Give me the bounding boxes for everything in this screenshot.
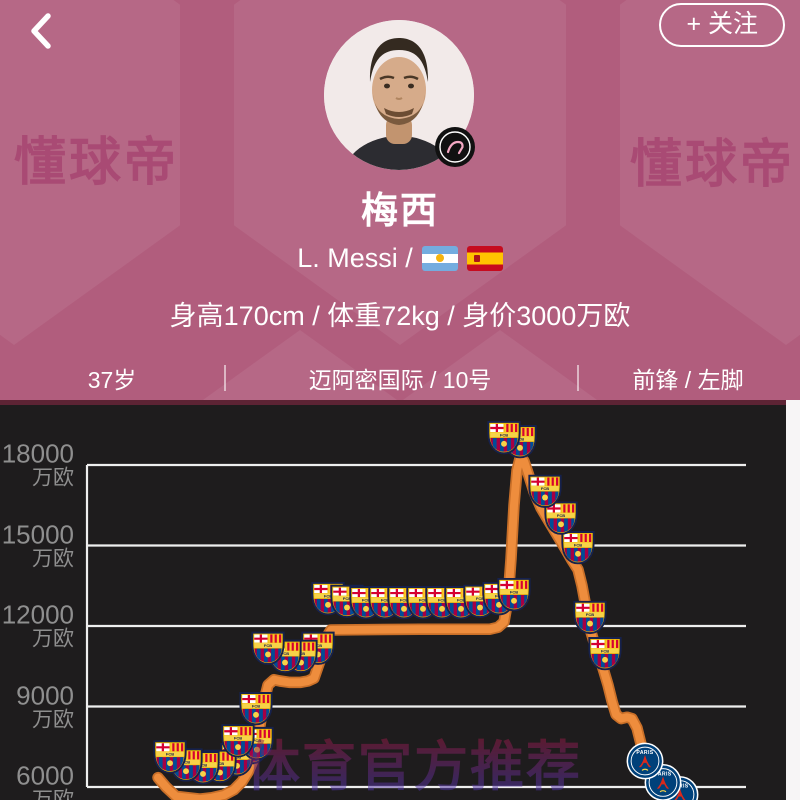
barcelona-badge-icon — [562, 532, 593, 563]
argentina-flag-icon — [421, 245, 458, 271]
brand-watermark: 懂球帝 — [14, 134, 180, 192]
barcelona-badge-icon — [545, 502, 576, 533]
y-tick-label: 18000 万欧 — [1, 438, 74, 490]
chevron-left-icon — [31, 13, 51, 49]
barcelona-badge-icon — [154, 741, 185, 772]
player-name: 梅西 — [361, 190, 439, 231]
right-edge-strip — [786, 400, 800, 800]
y-tick-label: 15000 万欧 — [1, 519, 74, 571]
barcelona-badge-icon — [529, 476, 560, 507]
player-stats-row: 37岁 迈阿密国际 / 10号 前锋 / 左脚 — [0, 356, 800, 400]
market-value-chart[interactable]: FCB PARIS — [0, 400, 800, 800]
y-tick-label: 6000万欧 — [16, 760, 74, 800]
back-button[interactable] — [18, 8, 64, 54]
y-tick-label: 9000 万欧 — [16, 680, 74, 732]
barcelona-badge-icon — [240, 693, 271, 724]
stat-club-number: 迈阿密国际 / 10号 — [308, 367, 492, 393]
stats-divider — [577, 365, 579, 391]
market-value-plot: FCB PARIS — [85, 400, 746, 800]
barcelona-badge-icon — [498, 579, 529, 610]
y-tick-label: 12000 万欧 — [1, 599, 74, 651]
barcelona-badge-icon — [574, 602, 605, 633]
brand-watermark: 懂球帝 — [630, 136, 796, 194]
psg-badge-icon — [626, 742, 664, 780]
barcelona-badge-icon — [252, 633, 283, 664]
player-avatar[interactable] — [324, 20, 476, 172]
stat-position-foot: 前锋 / 左脚 — [632, 367, 744, 393]
stats-divider — [224, 365, 226, 391]
chart-top-divider — [0, 400, 800, 405]
barcelona-badge-icon — [488, 422, 519, 453]
chart-watermark: 体育官方推荐 — [246, 722, 582, 800]
player-physical-info: 身高170cm / 体重72kg / 身价3000万欧 — [169, 301, 631, 331]
player-header: 懂球帝 懂球帝 + 关注 — [0, 0, 800, 400]
barcelona-badge-icon — [589, 638, 620, 669]
inter-miami-badge-icon — [434, 126, 476, 168]
avatar-photo — [324, 20, 474, 170]
spain-flag-icon — [466, 245, 503, 271]
player-latin-name: L. Messi / — [297, 242, 413, 273]
player-latin-name-row: L. Messi / — [0, 243, 800, 273]
follow-button[interactable]: + 关注 — [659, 3, 785, 47]
stat-age: 37岁 — [87, 367, 137, 393]
